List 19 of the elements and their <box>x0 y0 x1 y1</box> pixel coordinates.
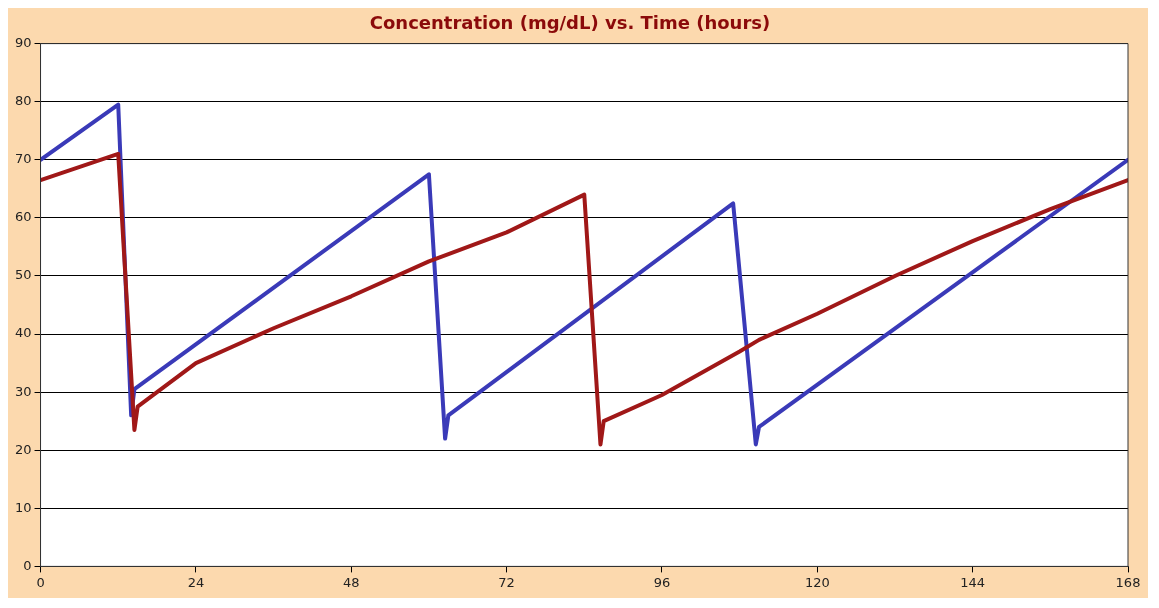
y-tick-label: 10 <box>15 499 32 515</box>
y-tick-label: 60 <box>15 209 32 225</box>
y-tick-label: 90 <box>15 34 32 50</box>
x-tick-label: 96 <box>653 574 671 590</box>
x-tick-label: 144 <box>960 574 986 590</box>
y-tick-label: 30 <box>15 383 32 399</box>
y-tick-label: 20 <box>15 441 32 457</box>
y-tick-label: 70 <box>15 151 32 167</box>
x-tick-label: 120 <box>804 574 830 590</box>
y-tick-label: 40 <box>15 325 32 341</box>
y-tick-label: 80 <box>15 93 32 109</box>
y-tick-label: 0 <box>23 557 32 573</box>
x-tick-label: 0 <box>36 574 45 590</box>
y-tick-label: 50 <box>15 267 32 283</box>
x-tick-label: 24 <box>187 574 205 590</box>
chart-title: Concentration (mg/dL) vs. Time (hours) <box>369 12 771 34</box>
x-tick-label: 168 <box>1115 574 1141 590</box>
x-tick-label: 48 <box>342 574 360 590</box>
x-tick-label: 72 <box>498 574 515 590</box>
